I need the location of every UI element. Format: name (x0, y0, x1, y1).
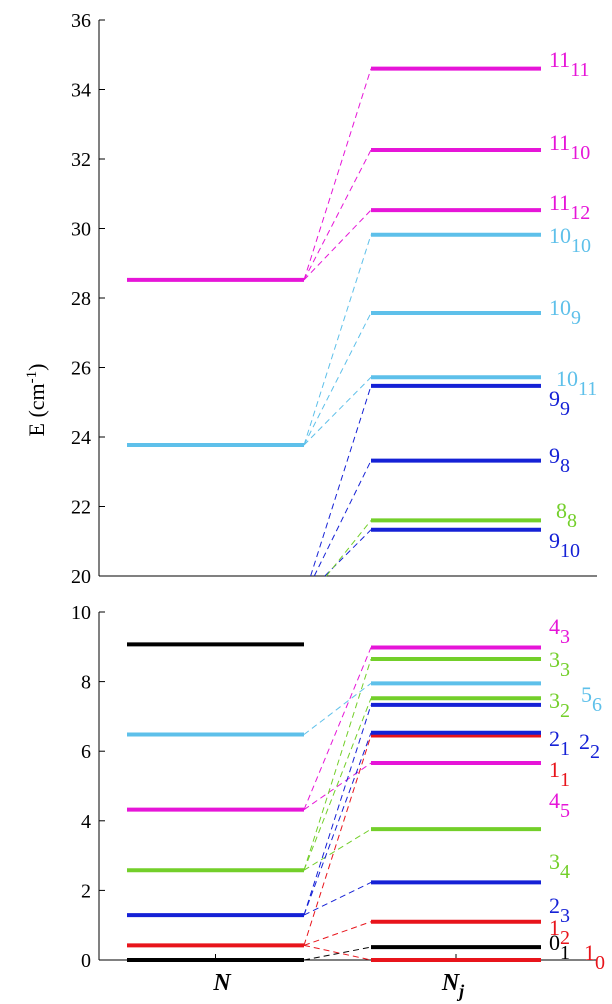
upper-y-tick-label: 26 (71, 358, 91, 380)
lower-y-tick-label: 0 (81, 950, 91, 972)
connector-line (303, 376, 372, 446)
lower-y-tick-label: 10 (71, 602, 91, 624)
lower-y-tick-label: 2 (81, 880, 91, 902)
upper-y-tick-label: 24 (71, 427, 91, 449)
upper-y-tick-label: 28 (71, 288, 91, 310)
connector-line (324, 529, 372, 577)
level-label-2-2: 22 (579, 729, 600, 763)
level-label-3-4: 34 (549, 849, 570, 883)
connector-line (313, 460, 372, 577)
level-label-1-2: 12 (549, 915, 570, 949)
upper-y-tick-label: 30 (71, 219, 91, 241)
level-label-10-10: 1010 (549, 223, 591, 257)
connector-line (303, 732, 372, 916)
connector-line (303, 828, 372, 871)
lower-y-tick-label: 4 (81, 811, 91, 833)
y-axis-label-sup: -1 (24, 371, 40, 384)
level-label-2-1: 21 (549, 726, 570, 760)
connector-line (303, 921, 372, 946)
level-label-8-8: 88 (556, 498, 577, 532)
connector-line (303, 762, 372, 811)
connector-line (303, 312, 372, 446)
connector-line (303, 658, 372, 871)
upper-y-tick-label: 36 (71, 10, 91, 32)
x-label-n: N (212, 970, 232, 996)
connector-line (303, 944, 372, 961)
level-label-4-3: 43 (549, 614, 570, 648)
level-label-1-1: 11 (549, 757, 570, 791)
level-label-9-8: 98 (549, 443, 570, 477)
connector-line (303, 698, 372, 871)
y-axis-label: E (cm-1) (24, 364, 49, 437)
level-label-1-0: 10 (584, 940, 605, 974)
connector-lines (303, 68, 372, 961)
connector-line (303, 234, 372, 446)
y-axis-label-text: E (cm (24, 383, 49, 436)
level-label-4-5: 45 (549, 788, 570, 822)
connector-line (303, 704, 372, 916)
lower-y-tick-label: 8 (81, 672, 91, 694)
level-label-11-12: 1112 (549, 190, 590, 224)
level-label-10-9: 109 (549, 295, 581, 329)
x-label-nj: Nj (441, 970, 465, 1001)
lower-y-tick-label: 6 (81, 741, 91, 763)
level-label-9-9: 99 (549, 386, 570, 420)
connector-line (303, 946, 372, 961)
connector-line (310, 385, 372, 577)
upper-y-tick-label: 34 (71, 80, 91, 102)
energy-levels (127, 66, 541, 962)
connector-line (303, 682, 372, 735)
connector-line (303, 881, 372, 916)
connector-line (303, 209, 372, 281)
upper-panel: 20 22 24 26 28 30 32 34 36 (71, 10, 597, 588)
level-label-11-11: 1111 (549, 47, 589, 81)
connector-line (325, 520, 372, 577)
level-label-9-10: 910 (549, 528, 580, 562)
connector-line (303, 149, 372, 281)
upper-y-tick-label: 22 (71, 497, 91, 519)
level-label-5-6: 56 (581, 682, 602, 716)
upper-y-tick-label: 32 (71, 149, 91, 171)
level-label-10-11: 1011 (556, 366, 597, 400)
connector-line (303, 68, 372, 281)
level-label-3-3: 33 (549, 647, 570, 681)
connector-line (303, 735, 372, 946)
y-axis-label-close: ) (24, 364, 49, 371)
level-label-0-1: 01 (549, 930, 570, 964)
upper-y-tick-label: 20 (71, 566, 91, 588)
level-label-2-3: 23 (549, 893, 570, 927)
level-label-3-2: 32 (549, 688, 570, 722)
level-label-11-10: 1110 (549, 130, 590, 164)
